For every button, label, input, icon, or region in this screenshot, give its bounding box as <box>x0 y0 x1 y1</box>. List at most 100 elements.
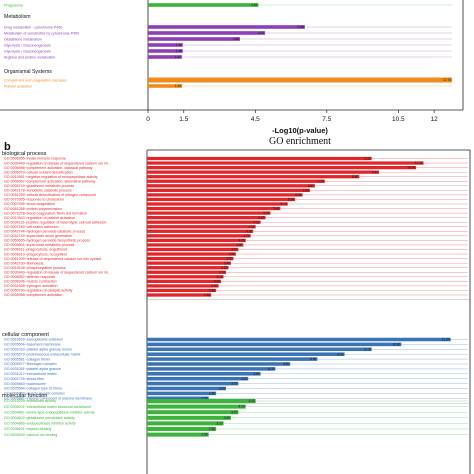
panel-a-term-label: Phagosome <box>4 4 23 8</box>
panel-b-bar <box>147 279 222 283</box>
panel-b-value-label: 4.10 <box>241 377 247 381</box>
panel-b-group-heading: biological process <box>2 151 47 157</box>
panel-a-x-tick-label: 4.5 <box>251 116 260 123</box>
panel-b-value-label: 4.00 <box>239 405 245 409</box>
panel-b-value-label: 5.20 <box>268 367 274 371</box>
panel-a-term-label: Complement and coagulation cascades <box>4 79 67 83</box>
panel-b-value-label: 3.20 <box>219 387 225 391</box>
panel-b-bar <box>147 367 276 371</box>
panel-b-value-label: 9.10 <box>364 157 370 161</box>
panel-b-value-label: 2.80 <box>209 427 215 431</box>
panel-b-term-label: GO:0030449~regulation of release of sequ… <box>4 270 111 274</box>
panel-b-value-label: 4.20 <box>243 234 249 238</box>
panel-b-value-label: 11.20 <box>415 161 423 165</box>
panel-b-bar <box>147 184 315 188</box>
panel-b-bar <box>147 238 246 243</box>
panel-b-value-label: 3.60 <box>229 252 235 256</box>
panel-a-value-label: 3.86 <box>233 37 239 41</box>
panel-a-value-label: 1.43 <box>175 84 181 88</box>
panel-b-term-label: GO:0005581~collagen trimer <box>4 357 51 361</box>
panel-b-value-label: 2.50 <box>202 433 208 437</box>
panel-b-bar <box>147 175 360 179</box>
panel-b-value-label: 3.70 <box>231 382 237 386</box>
panel-a-bar <box>148 43 183 47</box>
panel-b-value-label: 2.90 <box>211 284 217 288</box>
panel-b-bar <box>147 229 254 233</box>
panel-b-term-label: GO:0005604~basement membrane <box>4 343 61 347</box>
panel-b-value-label: 4.40 <box>248 225 254 229</box>
panel-b-value-label: 7.20 <box>318 179 324 183</box>
panel-b-term-label: GO:0030449~regulation of release of sequ… <box>4 161 111 165</box>
panel-b-value-label: 2.80 <box>209 392 215 396</box>
panel-b-term-label: GO:0005577~fibrinogen complex <box>4 362 57 366</box>
panel-b-term-label: GO:0010543~regulation of platelet activa… <box>4 216 75 220</box>
panel-b-value-label: 6.90 <box>310 357 316 361</box>
panel-b-term-label: GO:0018108~phosphorylation process <box>4 266 66 270</box>
panel-b-value-label: 2.60 <box>204 293 210 297</box>
panel-b-value-label: 4.30 <box>246 229 252 233</box>
panel-b-bar <box>147 398 256 404</box>
panel-b-bar <box>147 206 281 211</box>
panel-a-term-label: Glycolysis / Gluconeogenesis <box>4 44 51 48</box>
panel-a-term-label: Metabolism of xenobiotics by cytochrome … <box>4 32 79 36</box>
panel-b-term-label: GO:0005863~nucleosome <box>4 382 46 386</box>
panel-b-term-label: GO:0031091~platelet alpha granule <box>4 367 61 371</box>
panel-b-bar <box>147 415 231 420</box>
panel-b-bar <box>147 225 256 229</box>
panel-a-bar <box>148 31 266 35</box>
panel-a-term-label: Platelet activation <box>4 85 32 89</box>
panel-a-value-label: 1.46 <box>176 43 182 47</box>
panel-b-term-label: GO:0042730~fibrinolysis <box>4 261 44 265</box>
panel-b-term-label: GO:0010951~negative regulation of endope… <box>4 175 98 179</box>
panel-b-value-label: 5.70 <box>281 202 287 206</box>
panel-a-x-tick-label: 10.5 <box>392 116 405 123</box>
panel-b-value-label: 12.30 <box>442 338 450 342</box>
panel-b-value-label: 4.80 <box>258 216 264 220</box>
panel-b-bar <box>147 252 236 256</box>
panel-a-x-tick-label: 12 <box>431 116 439 123</box>
panel-b-bar <box>147 193 303 197</box>
panel-b-term-label: GO:0050790~regulation of catalytic activ… <box>4 289 73 293</box>
panel-b-term-label: GO:0031638~zymogen activation <box>4 284 57 288</box>
panel-a-bar <box>148 49 183 53</box>
panel-b-bar <box>147 247 239 252</box>
panel-b-bar <box>147 161 424 165</box>
panel-b-bar <box>147 293 212 297</box>
panel-a-term-label: Glutathione metabolism <box>4 38 42 42</box>
panel-b-value-label: 2.50 <box>202 396 208 400</box>
panel-b-term-label: GO:0006955~innate immune response <box>4 157 66 161</box>
panel-b-value-label: 3.10 <box>216 275 222 279</box>
panel-b-term-label: GO:0034116~positive regulation of hetero… <box>4 220 107 224</box>
panel-b-bar <box>147 426 217 432</box>
panel-b-bar <box>147 404 246 409</box>
panel-a-value-label: 4.91 <box>258 31 264 35</box>
panel-b-value-label: 9.10 <box>364 347 370 351</box>
panel-b-bar <box>147 243 244 247</box>
panel-b-group-heading: molecular function <box>2 393 47 399</box>
panel-b-term-label: GO:0005887~integral component of plasma … <box>4 397 92 401</box>
panel-b-value-label: 3.90 <box>236 243 242 247</box>
panel-b-bar <box>147 261 231 265</box>
panel-b-term-label: GO:0006956~complement activation, classi… <box>4 166 93 170</box>
panel-b-term-label: GO:0007160~cell-matrix adhesion <box>4 225 59 229</box>
panel-b-term-label: GO:0005579~proteinaceous extracellular m… <box>4 352 81 356</box>
panel-b-bar <box>147 216 266 220</box>
panel-b-value-label: 3.70 <box>231 248 237 252</box>
panel-b-bar <box>147 270 227 274</box>
panel-a-value-label: 6.58 <box>298 25 304 29</box>
panel-a-bar <box>148 37 241 41</box>
panel-b-value-label: 4.40 <box>248 399 254 403</box>
panel-b-bar <box>147 357 318 361</box>
panel-b-value-label: 3.70 <box>231 410 237 414</box>
panel-b-term-label: GO:0005594~collagen type IX trimer <box>4 387 63 391</box>
panel-b-bar <box>147 156 372 161</box>
panel-b-term-label: GO:0016209~antioxidant activity <box>4 399 56 403</box>
panel-b-value-label: 5.40 <box>273 207 279 211</box>
panel-a-term-label: Drug metabolism - cytochrome P450 <box>4 26 62 30</box>
panel-b-bar <box>147 234 251 238</box>
panel-b-term-label: GO:0051259~cellular detoxification of ni… <box>4 193 96 197</box>
panel-b-value-label: 3.10 <box>216 422 222 426</box>
panel-b-value-label: 3.40 <box>224 416 230 420</box>
panel-b-bar <box>147 337 451 342</box>
